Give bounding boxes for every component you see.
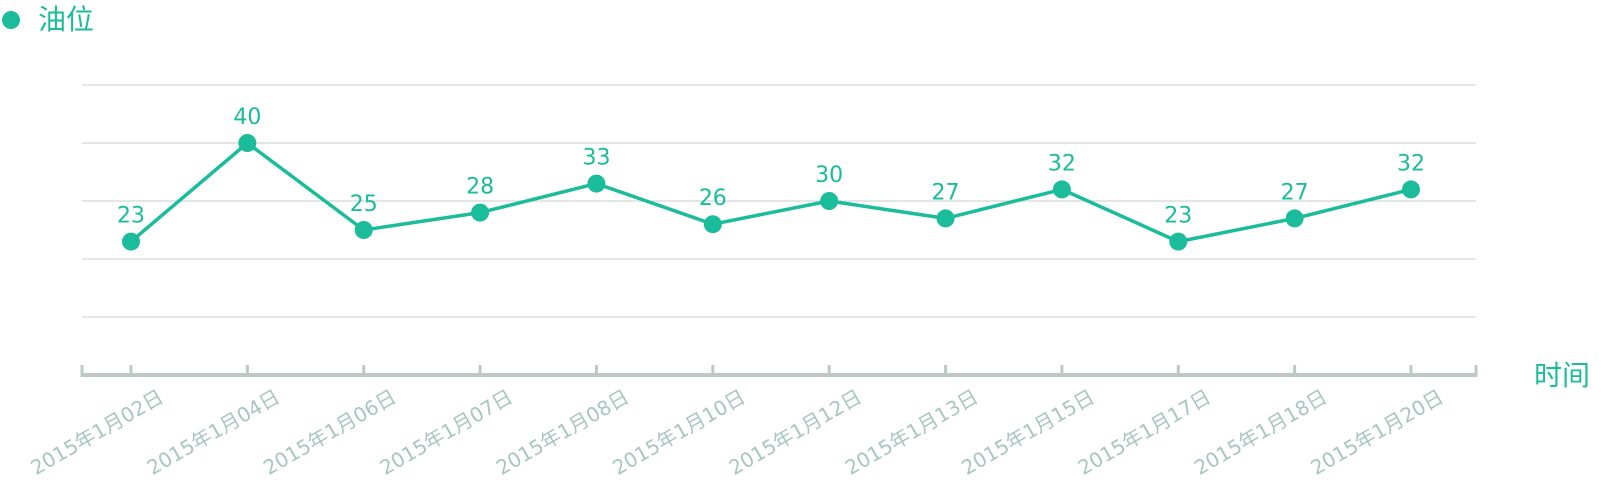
data-label: 30: [815, 163, 843, 188]
data-point: [820, 192, 839, 210]
data-label: 26: [699, 186, 727, 211]
data-point: [238, 134, 257, 152]
data-point: [1285, 209, 1304, 228]
data-label: 25: [350, 192, 378, 217]
data-label: 27: [1281, 180, 1309, 205]
data-label: 28: [466, 175, 494, 200]
x-axis-title: 时间: [1534, 359, 1590, 392]
legend-label: 油位: [38, 3, 95, 36]
data-point: [122, 232, 140, 251]
data-point: [703, 215, 722, 234]
data-label: 23: [117, 204, 145, 229]
data-label: 32: [1397, 151, 1425, 176]
legend[interactable]: 油位: [2, 4, 94, 36]
data-point: [587, 174, 606, 193]
data-point: [471, 203, 490, 222]
data-point: [1402, 180, 1420, 199]
data-label: 27: [932, 180, 960, 205]
data-point: [1052, 180, 1071, 199]
data-label: 32: [1048, 151, 1076, 176]
data-point: [354, 221, 373, 239]
series-line: [129, 141, 1412, 244]
data-point: [1169, 232, 1188, 251]
data-point: [936, 209, 955, 228]
data-label: 23: [1164, 204, 1192, 229]
data-label: 40: [233, 105, 261, 130]
legend-marker-icon: [2, 11, 20, 29]
data-label: 33: [582, 146, 610, 171]
x-tick-label: 2015年1月20日: [1306, 385, 1447, 480]
